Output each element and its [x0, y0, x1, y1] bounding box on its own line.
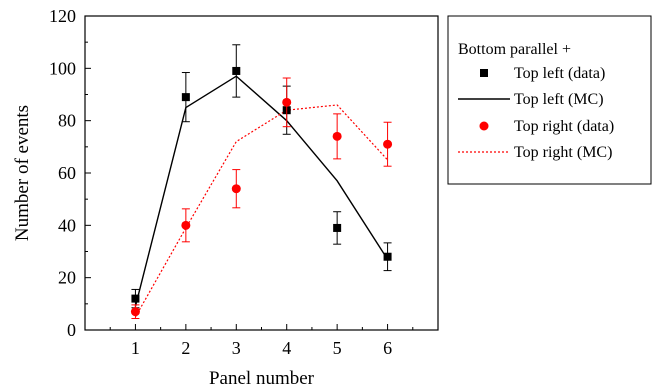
series-line: [134, 75, 389, 307]
y-tick-label: 20: [58, 268, 76, 288]
legend-entry-label: Top left (MC): [514, 91, 604, 108]
plot-frame: [84, 15, 439, 331]
legend-symbol-square: [480, 69, 488, 77]
x-axis-title: Panel number: [209, 368, 315, 388]
y-tick-label: 120: [49, 6, 76, 26]
y-tick-label: 60: [58, 163, 76, 183]
y-tick-label: 80: [58, 111, 76, 131]
legend-entry-label: Top left (data): [514, 65, 605, 82]
series-line: [134, 104, 389, 318]
y-tick-label: 40: [58, 215, 76, 235]
data-point: [181, 93, 190, 102]
data-point: [383, 252, 392, 261]
data-point: [282, 97, 292, 107]
legend: Bottom parallel + Top left (data) Top lef…: [447, 15, 652, 185]
plot-area: [130, 44, 393, 319]
x-tick-label: 1: [131, 338, 140, 358]
legend-title: Bottom parallel +: [458, 41, 571, 58]
x-tick-label: 6: [383, 338, 392, 358]
data-point: [383, 139, 393, 149]
data-point: [131, 294, 140, 303]
x-tick-label: 2: [181, 338, 190, 358]
data-point: [332, 131, 342, 141]
legend-symbol-circle: [479, 121, 489, 131]
legend-box: [447, 15, 652, 185]
data-point: [232, 66, 241, 75]
data-point: [181, 220, 191, 230]
data-point: [333, 223, 342, 232]
y-tick-label: 0: [67, 320, 76, 340]
legend-entry-label: Top right (data): [514, 118, 614, 135]
x-tick-label: 4: [282, 338, 291, 358]
data-point: [130, 307, 140, 317]
x-tick-label: 3: [232, 338, 241, 358]
x-tick-label: 5: [333, 338, 342, 358]
y-axis-title: Number of events: [12, 105, 33, 241]
y-tick-label: 100: [49, 58, 76, 78]
legend-entry-label: Top right (MC): [514, 144, 612, 161]
data-point: [231, 184, 241, 194]
